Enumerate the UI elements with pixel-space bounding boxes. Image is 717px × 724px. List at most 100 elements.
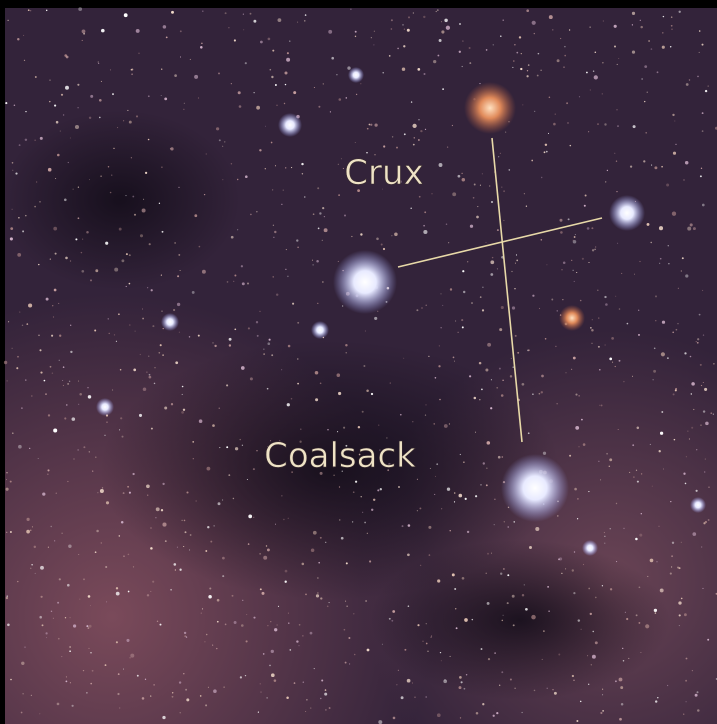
star xyxy=(61,656,62,657)
star xyxy=(99,117,101,119)
star xyxy=(574,236,576,238)
star xyxy=(490,407,492,409)
star xyxy=(662,321,665,324)
star xyxy=(702,112,704,114)
star xyxy=(579,96,580,97)
star xyxy=(345,662,347,664)
star xyxy=(425,696,427,698)
star xyxy=(105,566,107,568)
star xyxy=(617,125,618,126)
star xyxy=(35,573,36,574)
star xyxy=(397,48,399,50)
star xyxy=(121,259,124,262)
star xyxy=(285,570,288,573)
star xyxy=(636,614,638,616)
star xyxy=(311,321,329,339)
star xyxy=(525,608,528,611)
star xyxy=(436,11,437,12)
star xyxy=(490,273,493,276)
star xyxy=(573,680,574,681)
star xyxy=(256,321,258,323)
star xyxy=(329,707,331,709)
star xyxy=(367,128,369,130)
star xyxy=(486,468,487,469)
star xyxy=(315,398,318,401)
star xyxy=(702,130,704,132)
star xyxy=(78,404,79,405)
star xyxy=(448,242,449,243)
star xyxy=(421,307,423,309)
star xyxy=(266,545,267,546)
star xyxy=(551,299,553,301)
star xyxy=(619,718,622,721)
star xyxy=(590,613,592,615)
star xyxy=(574,488,577,491)
star xyxy=(67,383,69,385)
star xyxy=(179,569,181,571)
star xyxy=(657,697,658,698)
star xyxy=(686,658,688,660)
star xyxy=(205,704,207,706)
star xyxy=(437,579,440,582)
star xyxy=(240,439,241,440)
star xyxy=(502,380,503,381)
star xyxy=(31,395,33,397)
star xyxy=(98,63,99,64)
star xyxy=(7,380,8,381)
star xyxy=(700,424,701,425)
star xyxy=(16,367,18,369)
star xyxy=(287,52,289,54)
star xyxy=(373,499,375,501)
star xyxy=(245,175,248,178)
star xyxy=(25,379,26,380)
star xyxy=(172,692,173,693)
star xyxy=(27,518,30,521)
star xyxy=(685,274,688,277)
star xyxy=(355,142,356,143)
star xyxy=(590,89,591,90)
star xyxy=(102,487,103,488)
star xyxy=(541,375,544,378)
star xyxy=(145,679,146,680)
star xyxy=(174,74,177,77)
star xyxy=(51,526,52,527)
star xyxy=(129,254,131,256)
star xyxy=(521,53,522,54)
star xyxy=(690,223,693,226)
star xyxy=(260,588,262,590)
star xyxy=(667,357,669,359)
star xyxy=(46,10,47,11)
star xyxy=(461,681,463,683)
star xyxy=(480,296,482,298)
star xyxy=(108,318,109,319)
star xyxy=(577,498,579,500)
star xyxy=(628,658,629,659)
star xyxy=(86,692,87,693)
star xyxy=(377,489,379,491)
star xyxy=(25,215,27,217)
star xyxy=(170,148,171,149)
star xyxy=(683,473,685,475)
star xyxy=(174,563,177,566)
star xyxy=(516,52,518,54)
star xyxy=(271,673,275,677)
star xyxy=(602,62,603,63)
star xyxy=(184,103,185,104)
star xyxy=(253,617,255,619)
star xyxy=(253,517,254,518)
star xyxy=(184,632,186,634)
star xyxy=(273,276,274,277)
star xyxy=(463,462,464,463)
star xyxy=(348,637,350,639)
star xyxy=(289,649,291,651)
star xyxy=(304,196,305,197)
star xyxy=(460,454,461,455)
star xyxy=(561,269,562,270)
star xyxy=(30,568,31,569)
star xyxy=(222,499,223,500)
star xyxy=(142,308,143,309)
star xyxy=(262,592,265,595)
star xyxy=(595,597,597,599)
star xyxy=(560,231,563,234)
star xyxy=(73,189,74,190)
